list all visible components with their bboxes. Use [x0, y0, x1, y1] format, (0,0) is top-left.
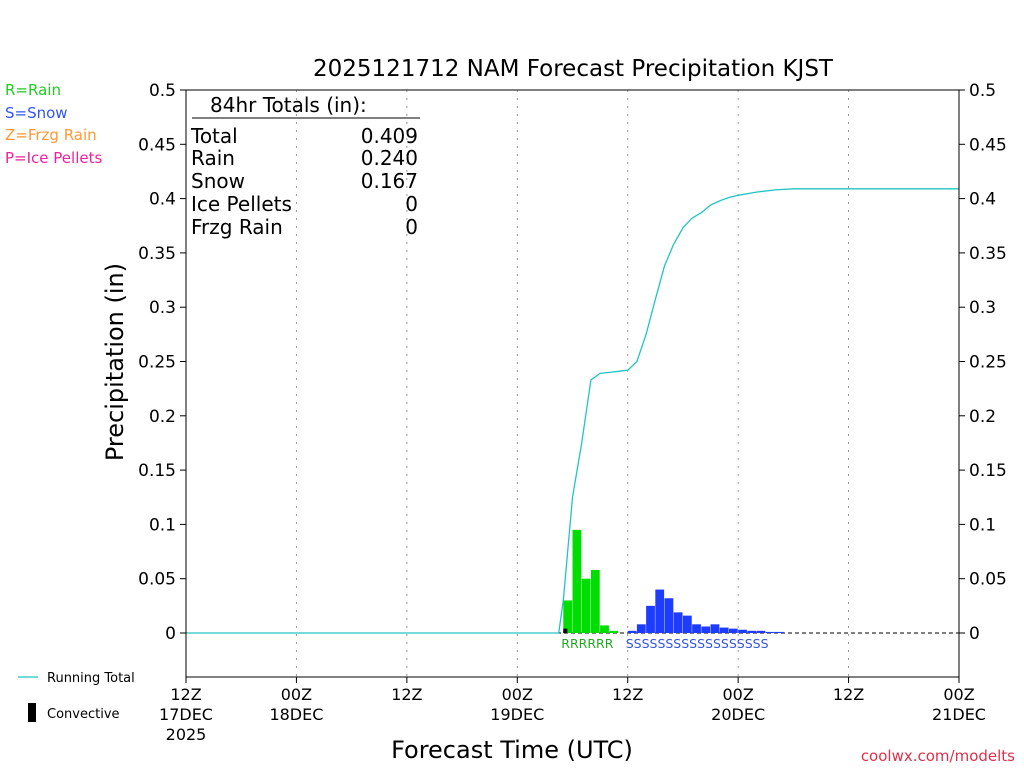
rain-type-label: RRRRRR: [561, 636, 613, 651]
y-tick-label-right: 0.05: [969, 570, 1007, 590]
convective-legend-swatch: [28, 703, 36, 722]
x-tick-label: 19DEC: [490, 705, 544, 724]
totals-value-rain: 0.240: [361, 146, 418, 170]
legend-frzg-rain-type: Z=Frzg Rain: [5, 126, 97, 144]
y-tick-label-left: 0.2: [149, 407, 176, 427]
totals-value-frzg-rain: 0: [405, 215, 418, 239]
y-tick-label-right: 0.1: [969, 515, 996, 535]
x-tick-label: 12Z: [833, 685, 864, 704]
y-axis-ticks: 0 00.05 0.050.1 0.10.15 0.150.2 0.20.25 0.250.…: [138, 81, 1007, 644]
running-total-line: [186, 188, 959, 634]
y-tick-label-left: 0.45: [138, 135, 176, 155]
x-tick-label: 18DEC: [269, 705, 323, 724]
y-tick-label-left: 0.05: [138, 570, 176, 590]
x-tick-label: 00Z: [281, 685, 312, 704]
convective-bar: [563, 628, 568, 633]
y-tick-label-left: 0.15: [138, 461, 176, 481]
y-tick-label-left: 0.4: [149, 190, 176, 210]
y-tick-label-right: 0.3: [969, 298, 996, 318]
rain-bar: [572, 529, 582, 633]
snow-bar: [646, 605, 655, 633]
y-tick-label-left: 0.5: [149, 81, 176, 101]
x-gridlines: [295, 90, 850, 677]
totals-label-snow: Snow: [191, 169, 245, 193]
y-tick-label-right: 0.2: [969, 407, 996, 427]
y-tick-label-right: 0.25: [969, 353, 1007, 373]
snow-bar: [747, 630, 757, 633]
totals-label-frzg-rain: Frzg Rain: [191, 215, 283, 239]
y-tick-label-right: 0.15: [969, 461, 1007, 481]
precip-bars: [563, 529, 784, 633]
y-tick-label-left: 0.35: [138, 244, 176, 264]
snow-bar: [756, 630, 766, 633]
totals-header: 84hr Totals (in):: [210, 93, 367, 117]
y-tick-label-right: 0.5: [969, 81, 996, 101]
x-tick-label: 20DEC: [711, 705, 765, 724]
y-tick-label-left: 0.25: [138, 353, 176, 373]
legend-snow-type: S=Snow: [5, 104, 68, 122]
totals-label-ice-pellets: Ice Pellets: [191, 192, 292, 216]
y-tick-label-left: 0: [165, 624, 176, 644]
plot-frame: [185, 89, 960, 678]
totals-box: 84hr Totals (in): Total 0.409 Rain 0.240…: [190, 93, 420, 239]
y-tick-label-right: 0.45: [969, 135, 1007, 155]
running-total-legend-label: Running Total: [47, 671, 135, 686]
x-tick-label: 21DEC: [932, 705, 986, 724]
snow-bar: [655, 589, 665, 633]
chart-title: 2025121712 NAM Forecast Precipitation KJ…: [313, 56, 834, 82]
convective-legend-label: Convective: [47, 707, 120, 722]
snow-bar: [636, 624, 646, 633]
x-tick-label: 00Z: [502, 685, 533, 704]
x-axis-label: Forecast Time (UTC): [391, 736, 633, 764]
y-tick-label-left: 0.1: [149, 515, 176, 535]
series-legend: Running Total Convective: [18, 671, 135, 722]
y-axis-label: Precipitation (in): [101, 263, 129, 461]
rain-bar: [609, 630, 619, 633]
x-tick-label: 12Z: [391, 685, 422, 704]
y-tick-label-right: 0: [969, 624, 980, 644]
snow-bar: [738, 629, 747, 633]
totals-value-total: 0.409: [361, 124, 418, 148]
totals-label-total: Total: [190, 124, 238, 148]
legend-rain-type: R=Rain: [5, 81, 61, 99]
totals-value-snow: 0.167: [361, 169, 418, 193]
snow-bar: [765, 631, 775, 633]
snow-bar: [710, 624, 720, 633]
snow-bar: [664, 598, 674, 633]
legend-ice-pellets-type: P=Ice Pellets: [5, 149, 103, 167]
x-tick-label: 17DEC: [159, 705, 213, 724]
rain-bar: [581, 578, 591, 633]
snow-bar: [728, 628, 738, 633]
totals-label-rain: Rain: [191, 146, 235, 170]
credit-text: coolwx.com/modelts: [861, 747, 1015, 765]
y-tick-label-right: 0.4: [969, 190, 996, 210]
totals-value-ice-pellets: 0: [405, 192, 418, 216]
rain-bar: [563, 600, 573, 633]
x-tick-label: 00Z: [943, 685, 974, 704]
snow-bar: [701, 626, 711, 633]
snow-bar: [774, 631, 784, 633]
snow-type-label: SSSSSSSSSSSSSSSSSS: [626, 636, 769, 651]
snow-bar: [719, 627, 729, 633]
snow-bar: [682, 615, 692, 633]
x-tick-label: 00Z: [722, 685, 753, 704]
snow-bar: [673, 612, 683, 633]
y-tick-label-right: 0.35: [969, 244, 1007, 264]
rain-bar: [590, 570, 600, 633]
x-tick-label: 12Z: [612, 685, 643, 704]
snow-bar: [692, 624, 701, 633]
x-tick-label: 2025: [166, 725, 207, 744]
rain-bar: [600, 625, 609, 633]
y-tick-label-left: 0.3: [149, 298, 176, 318]
precip-type-labels: RRRRRR SSSSSSSSSSSSSSSSSS: [561, 636, 768, 651]
x-tick-label: 12Z: [170, 685, 201, 704]
snow-bar: [627, 630, 637, 633]
